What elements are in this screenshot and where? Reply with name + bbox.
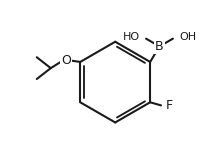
Text: HO: HO bbox=[123, 32, 140, 42]
Text: F: F bbox=[166, 99, 173, 112]
Text: B: B bbox=[155, 40, 164, 53]
Text: O: O bbox=[61, 54, 71, 67]
Text: OH: OH bbox=[179, 32, 196, 42]
